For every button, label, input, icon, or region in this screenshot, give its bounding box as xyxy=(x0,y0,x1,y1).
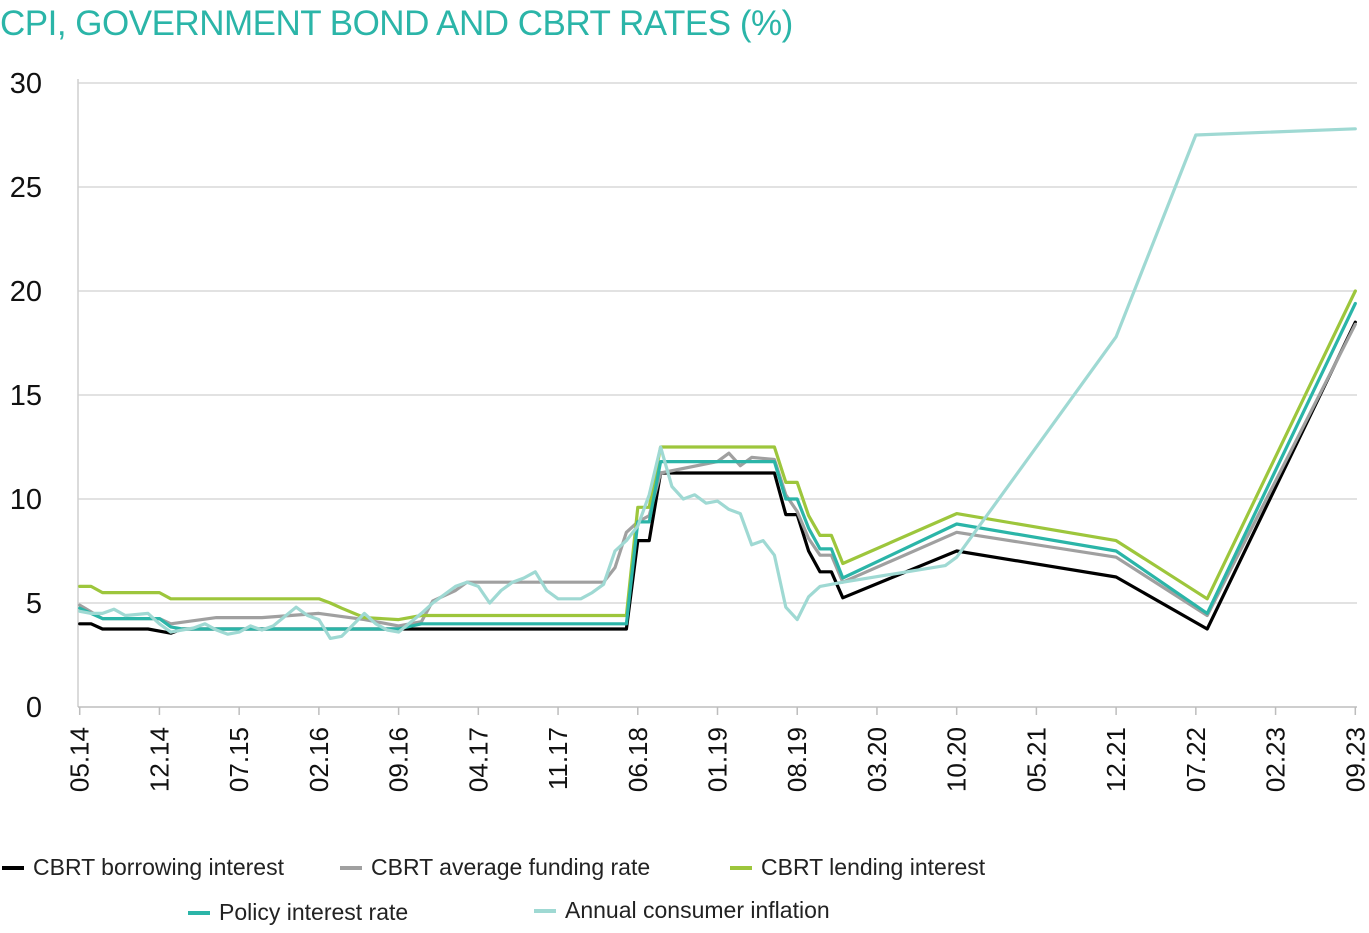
line-chart: 0 5 10 15 20 25 30 05.14 12.14 07.15 02.16 09.16 04… xyxy=(10,68,1369,792)
series-lines xyxy=(78,127,1357,641)
legend-label: CBRT borrowing interest xyxy=(33,854,284,880)
y-tick-label: 20 xyxy=(10,276,42,308)
x-tick-label: 09.23 xyxy=(1340,727,1369,792)
legend-item: CBRT lending interest xyxy=(730,854,985,881)
y-tick-labels: 0 5 10 15 20 25 30 xyxy=(10,68,42,724)
legend-swatch xyxy=(340,865,362,870)
x-tick-label: 12.14 xyxy=(144,727,174,792)
x-tick-labels: 05.14 12.14 07.15 02.16 09.16 04.17 11.17 06.18… xyxy=(65,727,1369,792)
legend-label: CBRT average funding rate xyxy=(371,854,651,880)
x-tick-label: 11.17 xyxy=(543,727,573,790)
axes xyxy=(77,79,1357,715)
chart-title: CPI, GOVERNMENT BOND AND CBRT RATES (%) xyxy=(0,4,793,43)
legend-swatch xyxy=(188,910,210,915)
x-tick-label: 07.22 xyxy=(1181,727,1211,792)
series-line-cbrt-borrowing-interest xyxy=(78,320,1357,635)
y-tick-label: 25 xyxy=(10,172,42,204)
legend-item: Annual consumer inflation xyxy=(534,897,830,924)
legend-label: CBRT lending interest xyxy=(761,854,986,880)
legend-item: CBRT average funding rate xyxy=(340,854,650,881)
legend-label: Policy interest rate xyxy=(219,899,409,925)
series-line-cbrt-average-funding-rate xyxy=(78,322,1357,628)
legend-item: Policy interest rate xyxy=(188,899,408,926)
x-tick-label: 02.23 xyxy=(1261,727,1291,792)
x-tick-label: 03.20 xyxy=(862,727,892,792)
series-line-annual-consumer-inflation xyxy=(78,127,1357,641)
y-tick-label: 0 xyxy=(26,692,42,724)
series-line-cbrt-lending-interest xyxy=(78,289,1357,622)
legend-swatch xyxy=(730,865,752,870)
x-tick-label: 07.15 xyxy=(224,727,254,792)
legend-item: CBRT borrowing interest xyxy=(2,854,284,881)
gridlines xyxy=(78,82,1357,604)
x-tick-label: 05.14 xyxy=(65,727,95,792)
x-tick-label: 02.16 xyxy=(304,727,334,792)
x-tick-label: 09.16 xyxy=(384,727,414,792)
legend-label: Annual consumer inflation xyxy=(565,897,830,923)
legend-swatch xyxy=(2,865,24,870)
legend-swatch xyxy=(534,908,556,913)
x-tick-label: 06.18 xyxy=(623,727,653,792)
legend: CBRT borrowing interest CBRT average fund… xyxy=(0,848,1369,933)
y-tick-label: 15 xyxy=(10,380,42,412)
x-tick-label: 12.21 xyxy=(1101,727,1131,792)
x-tick-label: 04.17 xyxy=(463,727,493,792)
x-tick-label: 01.19 xyxy=(703,727,733,792)
y-tick-label: 5 xyxy=(26,588,42,620)
y-tick-label: 10 xyxy=(10,484,42,516)
x-tick-label: 10.20 xyxy=(942,727,972,792)
y-tick-label: 30 xyxy=(10,68,42,100)
series-line-policy-interest-rate xyxy=(78,301,1357,631)
x-tick-label: 05.21 xyxy=(1021,727,1051,792)
x-tick-label: 08.19 xyxy=(782,727,812,792)
